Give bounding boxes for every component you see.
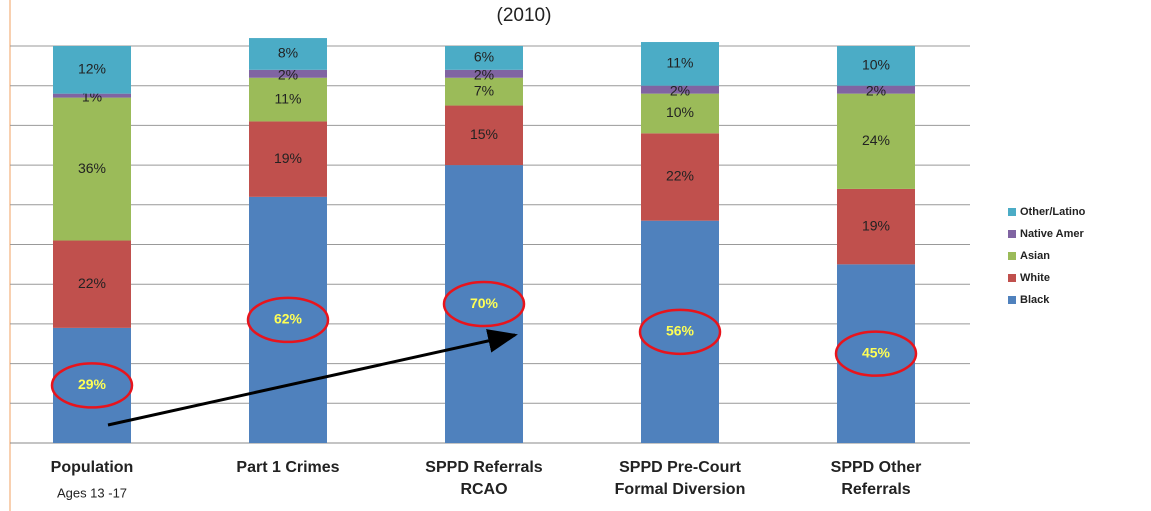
data-label: 19% bbox=[862, 217, 890, 233]
data-label: 15% bbox=[470, 126, 498, 142]
data-label: 11% bbox=[667, 55, 694, 71]
bar-segment bbox=[53, 46, 131, 94]
bar-segment bbox=[53, 240, 131, 328]
data-label: 2% bbox=[474, 66, 494, 82]
x-tick-label: SPPD Other bbox=[831, 459, 922, 476]
highlight-circle bbox=[442, 280, 526, 328]
data-label: 2% bbox=[866, 82, 886, 98]
bar-segment bbox=[641, 93, 719, 134]
legend-swatch bbox=[1008, 296, 1016, 304]
bar-segment bbox=[641, 85, 719, 94]
legend-label: Native Amer bbox=[1020, 228, 1085, 240]
x-tick-label: Population bbox=[51, 459, 134, 476]
data-label: 36% bbox=[78, 160, 106, 176]
legend-label: Other/Latino bbox=[1020, 206, 1086, 218]
bar-segment bbox=[837, 264, 915, 443]
data-label: 22% bbox=[78, 275, 106, 291]
data-label: 7% bbox=[474, 82, 494, 98]
legend-label: Black bbox=[1020, 294, 1050, 306]
highlight-circle bbox=[246, 296, 330, 344]
data-label: 22% bbox=[666, 168, 694, 184]
highlight-circle bbox=[834, 330, 918, 377]
data-label: 56% bbox=[666, 323, 695, 339]
bar-segment bbox=[837, 93, 915, 189]
legend-swatch bbox=[1008, 252, 1016, 260]
bar-segment bbox=[249, 121, 327, 197]
legend-swatch bbox=[1008, 208, 1016, 216]
arrow bbox=[107, 329, 518, 427]
data-label: 19% bbox=[274, 150, 302, 166]
data-label: 2% bbox=[670, 82, 690, 98]
bar-segment bbox=[641, 133, 719, 221]
legend-swatch bbox=[1008, 274, 1016, 282]
data-label: 2% bbox=[278, 66, 298, 82]
x-tick-label: Part 1 Crimes bbox=[236, 459, 339, 476]
bar-segment bbox=[445, 165, 523, 443]
bar-segment bbox=[641, 220, 719, 443]
x-tick-label: SPPD Referrals bbox=[425, 459, 542, 476]
bar-segment bbox=[445, 69, 523, 78]
x-tick-label: Formal Diversion bbox=[615, 481, 746, 498]
bar-segment bbox=[445, 46, 523, 70]
data-label: 70% bbox=[470, 295, 499, 311]
highlight-circle bbox=[638, 308, 722, 356]
bar-segment bbox=[53, 93, 131, 98]
x-tick-label: SPPD Pre-Court bbox=[619, 459, 741, 476]
bar-segment bbox=[249, 196, 327, 443]
legend-label: Asian bbox=[1020, 250, 1050, 262]
data-label: 10% bbox=[666, 104, 694, 120]
bar-segment bbox=[249, 77, 327, 122]
highlight-circle bbox=[50, 362, 134, 409]
bar-segment bbox=[249, 69, 327, 78]
bar-segment bbox=[249, 38, 327, 70]
data-label: 12% bbox=[78, 61, 106, 77]
data-label: 10% bbox=[862, 57, 890, 73]
bar-segment bbox=[837, 188, 915, 265]
bar-segment bbox=[837, 85, 915, 94]
x-tick-label: RCAO bbox=[460, 481, 507, 498]
data-label: 62% bbox=[274, 311, 303, 327]
legend-swatch bbox=[1008, 230, 1016, 238]
data-label: 24% bbox=[862, 132, 890, 148]
data-label: 11% bbox=[275, 90, 302, 106]
bar-segment bbox=[641, 42, 719, 86]
data-label: 6% bbox=[474, 49, 494, 65]
data-label: 45% bbox=[862, 344, 891, 360]
data-label: 8% bbox=[278, 45, 298, 61]
chart-title: (2010) bbox=[497, 5, 552, 26]
category-note: Ages 13 -17 bbox=[57, 485, 127, 500]
bar-segment bbox=[53, 97, 131, 241]
x-tick-label: Referrals bbox=[841, 481, 910, 498]
legend-label: White bbox=[1020, 272, 1050, 284]
bar-segment bbox=[445, 77, 523, 106]
bar-segment bbox=[837, 46, 915, 86]
data-label: 29% bbox=[78, 376, 107, 392]
bar-segment bbox=[445, 105, 523, 166]
